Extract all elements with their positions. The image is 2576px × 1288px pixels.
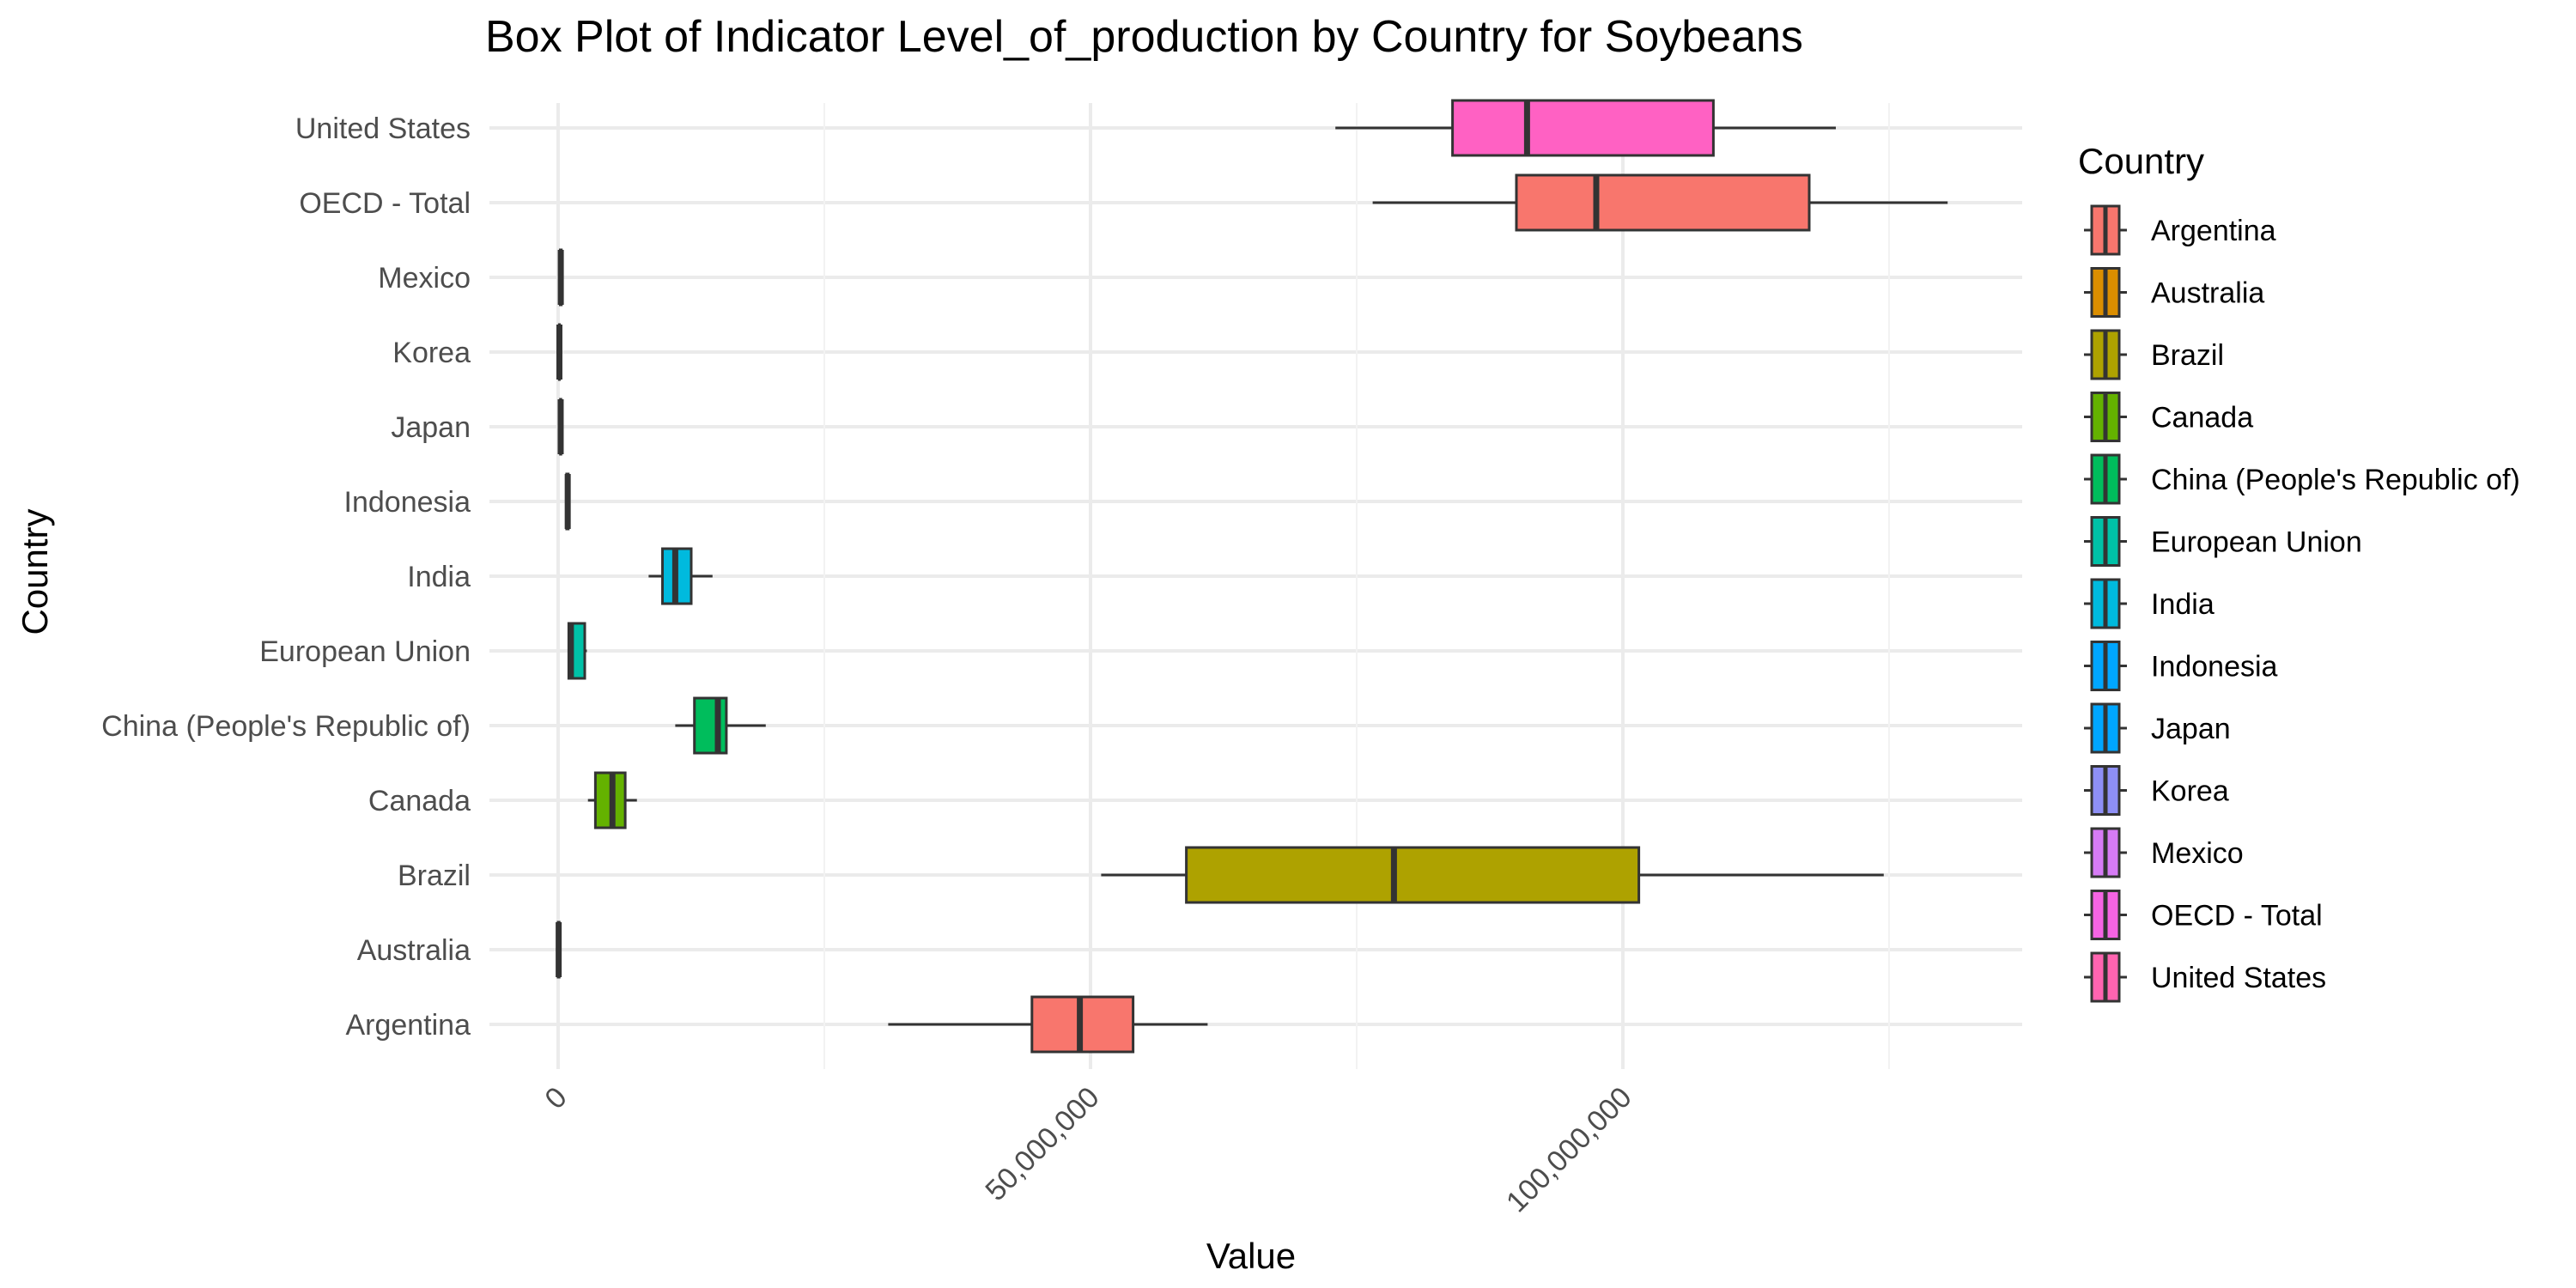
legend-label: European Union bbox=[2151, 526, 2362, 559]
legend-label: Korea bbox=[2151, 775, 2229, 808]
box-brazil bbox=[1101, 846, 1884, 904]
legend-item: Argentina bbox=[2084, 204, 2276, 256]
box-body bbox=[1515, 173, 1811, 232]
y-axis-title: Country bbox=[15, 508, 55, 635]
legend-label: OECD - Total bbox=[2151, 900, 2323, 933]
legend: Country Argentina Australia Brazil Canada Ch… bbox=[2078, 141, 2520, 1003]
x-axis-title: Value bbox=[1206, 1236, 1296, 1276]
grid bbox=[489, 103, 2022, 1069]
legend-label: Indonesia bbox=[2151, 651, 2278, 683]
legend-label: Argentina bbox=[2151, 215, 2276, 247]
box-mexico bbox=[557, 248, 564, 307]
box-body bbox=[1451, 99, 1715, 157]
legend-item: Mexico bbox=[2084, 827, 2244, 878]
x-tick-label: 100,000,000 bbox=[1500, 1081, 1638, 1219]
legend-item: Japan bbox=[2084, 702, 2231, 754]
legend-item: China (People's Republic of) bbox=[2084, 453, 2520, 505]
legend-label: Japan bbox=[2151, 713, 2231, 745]
y-tick-label: Korea bbox=[392, 337, 471, 369]
legend-label: China (People's Republic of) bbox=[2151, 464, 2520, 496]
legend-item: India bbox=[2084, 578, 2215, 629]
legend-label: India bbox=[2151, 588, 2215, 621]
box-india bbox=[648, 547, 713, 605]
box-argentina bbox=[888, 995, 1208, 1054]
y-tick-label: Mexico bbox=[378, 262, 471, 295]
y-tick-label: Indonesia bbox=[344, 486, 471, 519]
box-china-people-s-republic-of- bbox=[675, 696, 766, 755]
legend-label: Mexico bbox=[2151, 837, 2244, 870]
box-indonesia bbox=[564, 472, 571, 531]
y-tick-label: United States bbox=[295, 112, 471, 145]
legend-item: Indonesia bbox=[2084, 641, 2278, 691]
y-tick-label: European Union bbox=[259, 635, 471, 668]
legend-item: OECD - Total bbox=[2084, 890, 2323, 940]
chart-title: Box Plot of Indicator Level_of_productio… bbox=[485, 12, 1803, 62]
legend-label: Canada bbox=[2151, 402, 2253, 434]
x-tick-label: 0 bbox=[538, 1081, 573, 1115]
legend-item: Australia bbox=[2084, 267, 2264, 318]
y-tick-label: China (People's Republic of) bbox=[101, 710, 471, 743]
legend-item: European Union bbox=[2084, 516, 2362, 567]
y-tick-label: Australia bbox=[357, 934, 471, 967]
legend-item: Brazil bbox=[2084, 329, 2224, 380]
y-tick-label: Argentina bbox=[345, 1009, 471, 1042]
legend-item: United States bbox=[2084, 951, 2326, 1003]
box-australia bbox=[556, 920, 562, 979]
legend-label: Australia bbox=[2151, 277, 2264, 310]
y-tick-label: OECD - Total bbox=[299, 187, 471, 220]
box-european-union bbox=[567, 622, 587, 680]
legend-label: Brazil bbox=[2151, 339, 2224, 372]
y-axis-ticks: Argentina Australia Brazil Canada China (Peo… bbox=[101, 112, 471, 1042]
box-canada bbox=[587, 771, 637, 829]
y-tick-label: Canada bbox=[368, 785, 471, 817]
box-japan bbox=[557, 398, 564, 456]
box-body bbox=[1185, 846, 1641, 904]
x-tick-label: 50,000,000 bbox=[979, 1081, 1105, 1207]
box-united-states bbox=[1335, 99, 1836, 157]
legend-label: United States bbox=[2151, 962, 2326, 994]
legend-title: Country bbox=[2078, 141, 2204, 181]
legend-item: Canada bbox=[2084, 392, 2253, 442]
y-tick-label: Brazil bbox=[398, 860, 471, 892]
plot-panel bbox=[556, 99, 1948, 1054]
y-tick-label: India bbox=[407, 561, 471, 593]
y-tick-label: Japan bbox=[391, 411, 471, 444]
x-axis-ticks: 0 50,000,000 100,000,000 bbox=[538, 1081, 1637, 1219]
box-body bbox=[693, 696, 728, 755]
legend-item: Korea bbox=[2084, 765, 2229, 816]
box-oecd-total bbox=[1372, 173, 1948, 232]
